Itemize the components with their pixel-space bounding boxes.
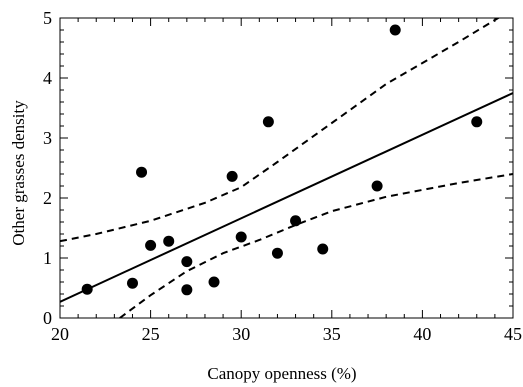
data-point [471,116,483,128]
y-tick-label: 1 [43,248,52,268]
axis-ticks [59,17,514,319]
data-point [271,247,283,259]
y-axis-label: Other grasses density [9,100,28,246]
data-point [181,284,193,296]
y-tick-label: 2 [43,188,52,208]
plot-frame [59,17,514,319]
data-points [81,24,483,296]
confidence-band [60,18,513,318]
x-tick-label: 25 [142,324,160,344]
data-point [317,243,329,255]
x-tick-label: 20 [51,324,69,344]
x-tick-label: 35 [323,324,341,344]
y-tick-label: 5 [43,8,52,28]
data-point [181,256,193,268]
y-tick-label: 4 [43,68,52,88]
data-point [145,239,157,251]
x-tick-label: 45 [504,324,522,344]
data-point [81,283,93,295]
data-point [226,170,238,182]
regression-line [60,92,513,303]
y-tick-label: 3 [43,128,52,148]
data-point [371,180,383,192]
fit-line [60,92,513,303]
data-point [290,215,302,227]
data-point [136,166,148,178]
x-tick-label: 40 [413,324,431,344]
data-point [262,116,274,128]
x-tick-label: 30 [232,324,250,344]
x-axis-label: Canopy openness (%) [207,364,356,383]
upper-confidence-curve [60,18,501,243]
plot-border [59,17,514,319]
data-point [235,231,247,243]
data-point [163,235,175,247]
data-point [126,277,138,289]
data-point [208,276,220,288]
y-tick-label: 0 [43,308,52,328]
data-point [389,24,401,36]
lower-confidence-curve [119,173,513,318]
